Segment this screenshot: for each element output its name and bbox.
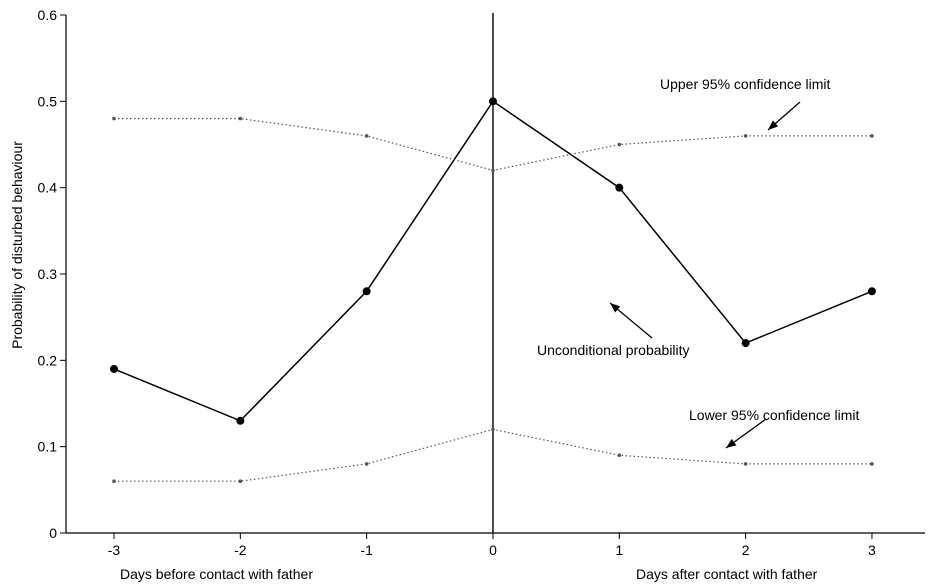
arrow-upper-ci-head: [768, 120, 779, 130]
upper-ci-point: [364, 134, 369, 138]
x-tick-label: -3: [108, 542, 121, 558]
lower-ci-point: [617, 453, 622, 458]
probability-point: [741, 339, 750, 348]
probability-point: [488, 97, 497, 106]
x-tick-label: 0: [489, 542, 497, 558]
y-tick-label: 0.4: [38, 180, 58, 196]
annotation-lower-ci: Lower 95% confidence limit: [689, 407, 860, 423]
lower-ci-point: [112, 479, 116, 484]
lower-ci-point: [491, 427, 495, 432]
lower-ci-point: [743, 462, 748, 466]
x-tick-label: 2: [742, 542, 750, 558]
y-tick-label: 0: [49, 525, 57, 541]
y-axis-label: Probability of disturbed behaviour: [9, 141, 25, 349]
data-points: [110, 97, 876, 484]
upper-ci-point: [112, 116, 116, 121]
y-tick-label: 0.5: [38, 93, 58, 109]
upper-ci-point: [238, 116, 243, 121]
probability-point: [867, 287, 876, 296]
y-tick-label: 0.6: [38, 7, 58, 23]
lower-ci-point: [870, 462, 874, 466]
arrow-unconditional-head: [610, 303, 621, 313]
annotation-upper-ci: Upper 95% confidence limit: [660, 76, 831, 92]
y-tick-label: 0.2: [38, 352, 58, 368]
probability-point: [362, 287, 371, 296]
upper-ci-point: [743, 134, 748, 138]
annotation-unconditional: Unconditional probability: [537, 342, 690, 358]
probability-point: [615, 183, 624, 192]
x-tick-label: 1: [615, 542, 623, 558]
upper-ci-point: [617, 142, 622, 147]
x-axis-label-after: Days after contact with father: [636, 566, 818, 582]
y-tick-label: 0.1: [38, 439, 58, 455]
probability-point: [110, 364, 119, 373]
upper-ci-point: [870, 134, 874, 138]
probability-point: [236, 416, 245, 425]
y-tick-label: 0.3: [38, 266, 58, 282]
x-axis-label-before: Days before contact with father: [120, 566, 313, 582]
ticks: 0 0.1 0.2 0.3 0.4 0.5 0.6 -3 -2 -1 0 1 2 3: [38, 7, 877, 558]
lower-ci-point: [238, 479, 243, 484]
x-tick-label: -1: [360, 542, 373, 558]
arrow-lower-ci-head: [726, 438, 737, 448]
lower-ci-point: [364, 462, 369, 466]
x-tick-label: 3: [868, 542, 876, 558]
upper-ci-point: [491, 168, 495, 173]
x-tick-label: -2: [234, 542, 247, 558]
annotation-arrows: [609, 101, 801, 449]
